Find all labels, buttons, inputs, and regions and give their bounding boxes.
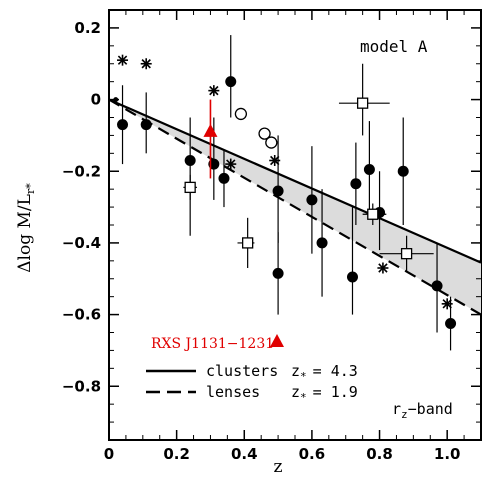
data-point-asterisk — [225, 158, 237, 170]
asterisk-stroke — [141, 59, 151, 69]
x-tick-label: 1.0 — [434, 445, 461, 463]
data-point-open-circle — [265, 136, 278, 149]
legend-label-lenses: lenses — [206, 383, 260, 401]
x-axis-title: z — [274, 457, 283, 477]
asterisk-stroke — [117, 55, 128, 65]
legend-zf-sub-lenses: * — [300, 391, 307, 404]
x-tick-label: 0.2 — [163, 445, 190, 463]
data-point-filled — [272, 185, 284, 197]
data-point-open-circle — [234, 107, 248, 121]
asterisk-stroke — [270, 155, 280, 166]
data-point-filled — [316, 237, 328, 249]
data-point-open-square — [242, 237, 254, 249]
highlight-label: RXS J1131−1231 — [151, 336, 274, 352]
x-tick-label: 0.6 — [299, 445, 326, 463]
fit-layer — [108, 98, 482, 316]
data-point-filled — [431, 280, 443, 292]
legend-zf-value-clusters: = 4.3 — [313, 362, 358, 380]
data-point-filled — [140, 119, 152, 131]
y-tick-label: −0.4 — [62, 234, 101, 252]
asterisk-stroke — [209, 85, 219, 96]
data-point-filled — [397, 165, 409, 177]
asterisk-stroke — [226, 159, 236, 169]
legend-zf-symbol-clusters: z — [291, 362, 300, 380]
y-axis-title: Δlog M/Lr* — [15, 183, 37, 273]
data-point-open-circle — [258, 127, 271, 140]
data-point-asterisk — [441, 298, 453, 310]
x-tick-label: 0.8 — [366, 445, 393, 463]
y-tick-label: −0.6 — [62, 306, 101, 324]
legend-zf-symbol-lenses: z — [291, 383, 300, 401]
model-label: model A — [360, 37, 428, 56]
y-tick-label: −0.8 — [62, 377, 101, 395]
legend-zf-sub-clusters: * — [300, 370, 307, 383]
data-point-asterisk — [377, 262, 389, 274]
y-tick-label: 0 — [91, 91, 101, 109]
data-point-open-square — [367, 208, 379, 220]
highlight-point — [203, 123, 218, 137]
legend-zf-lenses: z* = 1.9 — [291, 383, 358, 404]
data-point-asterisk — [140, 58, 152, 70]
asterisk-stroke — [378, 263, 388, 273]
data-point-filled — [363, 163, 375, 175]
data-point-open-square — [356, 97, 369, 109]
data-point-filled — [117, 119, 129, 131]
data-point-filled — [306, 194, 318, 206]
data-point-filled — [350, 178, 362, 190]
x-tick-label: 0 — [104, 445, 114, 463]
band-label-sub: z — [401, 408, 408, 421]
data-point-asterisk — [208, 85, 220, 97]
data-point-filled — [346, 271, 358, 283]
data-point-open-square — [400, 248, 413, 260]
data-point-filled — [184, 155, 196, 166]
legend-label-clusters: clusters — [206, 362, 278, 380]
y-axis-title-sub: r* — [24, 183, 37, 194]
data-point-filled — [218, 172, 230, 184]
band-label: rz−band — [392, 400, 453, 421]
data-point-filled — [225, 76, 237, 88]
legend-zf-clusters: z* = 4.3 — [291, 362, 358, 383]
band-label-letter: r — [392, 400, 401, 418]
y-tick-label: 0.2 — [74, 19, 101, 37]
data-point-filled — [272, 267, 284, 279]
band-label-suffix: −band — [408, 400, 453, 418]
fit-line-clusters — [108, 98, 482, 264]
y-tick-label: −0.2 — [62, 162, 101, 180]
data-point-open-square — [184, 181, 196, 194]
fit-line-lenses — [108, 98, 482, 316]
data-point-asterisk — [269, 155, 281, 166]
legend-zf-value-lenses: = 1.9 — [313, 383, 358, 401]
tick-layer: 0 0.2 0.4 0.6 0.8 1.0 0.2 0 −0.2 −0.4 −0.6 −0.8 — [62, 10, 481, 463]
data-point-zero — [113, 97, 119, 103]
marker-layer — [113, 35, 457, 351]
data-point-filled — [445, 318, 457, 330]
asterisk-stroke — [442, 299, 452, 309]
y-axis-title-main: Δlog M/L — [15, 194, 35, 273]
x-tick-label: 0.4 — [231, 445, 258, 463]
highlight-legend-marker — [270, 334, 284, 347]
data-point-asterisk — [117, 54, 129, 66]
